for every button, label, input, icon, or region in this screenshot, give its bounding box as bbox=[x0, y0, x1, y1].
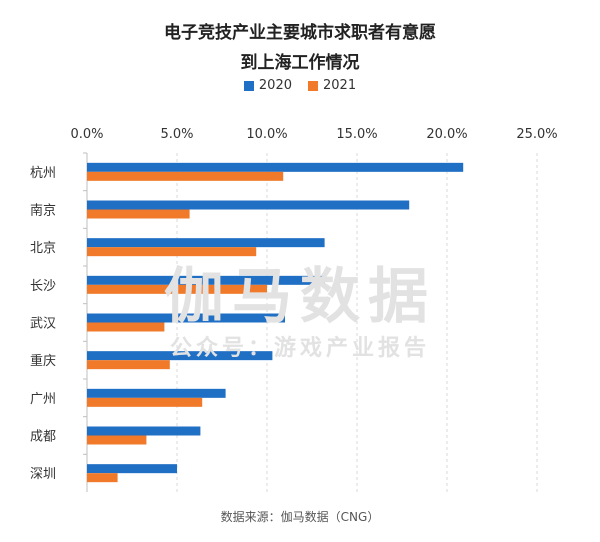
bar-2021-长沙 bbox=[87, 284, 267, 294]
bar-2021-北京 bbox=[87, 247, 257, 257]
chart-title-line-2: 到上海工作情况 bbox=[240, 53, 360, 73]
legend-item-2021: 2021 bbox=[308, 78, 356, 93]
category-label: 广州 bbox=[30, 392, 56, 407]
bar-2020-重庆 bbox=[87, 351, 273, 361]
category-label: 北京 bbox=[30, 241, 56, 256]
chart-legend: 2020 2021 bbox=[0, 78, 600, 93]
chart-title-line-1: 电子竞技产业主要城市求职者有意愿 bbox=[164, 23, 436, 43]
x-tick-label: 20.0% bbox=[426, 127, 467, 142]
data-source-note: 数据来源：伽马数据（CNG） bbox=[220, 510, 380, 524]
bar-2020-广州 bbox=[87, 388, 226, 398]
bar-2021-杭州 bbox=[87, 171, 284, 181]
legend-swatch-2020 bbox=[243, 80, 254, 91]
bar-2020-杭州 bbox=[87, 162, 464, 172]
bar-2021-武汉 bbox=[87, 322, 165, 332]
bar-2021-深圳 bbox=[87, 473, 118, 483]
bar-2021-南京 bbox=[87, 209, 190, 219]
bar-2020-长沙 bbox=[87, 275, 325, 285]
x-tick-label: 15.0% bbox=[336, 127, 377, 142]
category-label: 重庆 bbox=[30, 353, 56, 369]
bar-2021-重庆 bbox=[87, 360, 170, 370]
bar-2021-成都 bbox=[87, 435, 147, 445]
x-tick-label: 10.0% bbox=[246, 127, 287, 142]
bar-2020-南京 bbox=[87, 200, 410, 210]
legend-item-2020: 2020 bbox=[243, 78, 292, 93]
category-label: 武汉 bbox=[30, 317, 56, 332]
bar-2020-深圳 bbox=[87, 464, 177, 474]
bar-2021-广州 bbox=[87, 397, 203, 407]
category-label: 杭州 bbox=[30, 166, 56, 181]
bar-2020-北京 bbox=[87, 238, 325, 248]
bar-2020-武汉 bbox=[87, 313, 285, 323]
category-label: 长沙 bbox=[30, 279, 56, 294]
bar-2020-成都 bbox=[87, 426, 201, 436]
category-label: 成都 bbox=[30, 430, 56, 445]
legend-label-2020: 2020 bbox=[258, 78, 292, 93]
legend-label-2021: 2021 bbox=[323, 78, 357, 93]
x-tick-label: 25.0% bbox=[516, 127, 557, 142]
legend-swatch-2021 bbox=[308, 80, 318, 91]
x-tick-label: 0.0% bbox=[70, 127, 103, 142]
x-tick-label: 5.0% bbox=[160, 127, 193, 142]
category-label: 南京 bbox=[30, 203, 56, 219]
category-label: 深圳 bbox=[30, 467, 56, 482]
